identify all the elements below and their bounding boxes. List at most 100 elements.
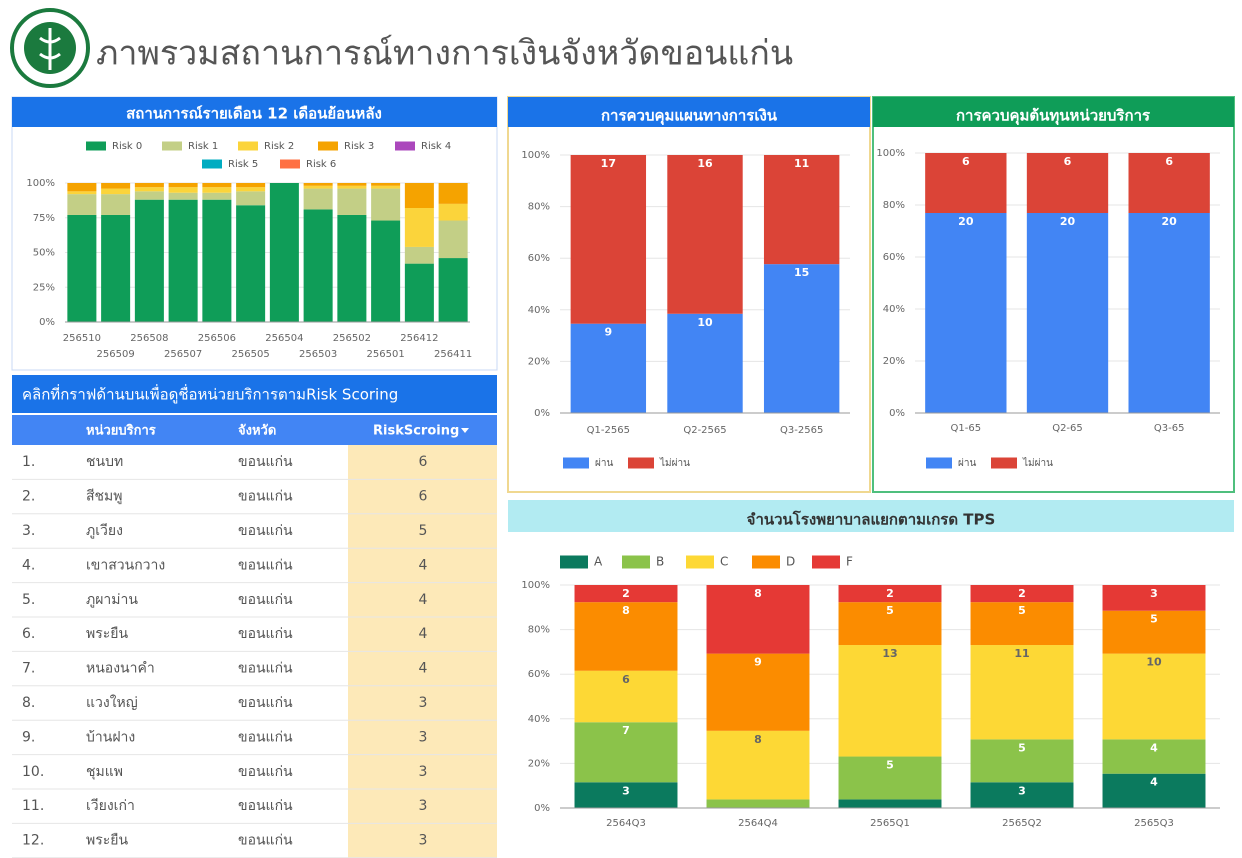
column-header[interactable]: หน่วยบริการ	[86, 424, 156, 439]
y-tick-label: 0%	[534, 803, 550, 814]
table-cell: 4	[419, 592, 428, 608]
table-cell: 4	[419, 626, 428, 642]
y-tick-label: 20%	[528, 758, 550, 769]
table-cell: บ้านฝาง	[86, 729, 135, 745]
x-tick-label: 256506	[198, 333, 236, 344]
bar-segment	[404, 208, 434, 247]
data-label: 9	[605, 326, 613, 339]
bar-segment	[574, 670, 678, 723]
table-cell: ชนบท	[86, 454, 123, 470]
panel-header	[508, 500, 1234, 532]
bar-segment	[101, 188, 131, 195]
column-header[interactable]: RiskScroing	[373, 424, 459, 439]
bar-segment	[706, 585, 810, 654]
bar-segment	[236, 205, 266, 322]
panel-title: การควบคุมแผนทางการเงิน	[601, 107, 778, 126]
bar-segment	[67, 194, 97, 215]
table-cell: ภูเวียง	[86, 523, 123, 539]
table-cell: 12.	[22, 833, 44, 849]
data-label: 9	[754, 656, 762, 669]
y-tick-label: 40%	[883, 304, 905, 315]
bar-segment	[438, 220, 468, 259]
bar-segment	[438, 203, 468, 221]
bar-segment	[970, 585, 1074, 603]
bar-segment	[763, 264, 840, 413]
x-tick-label: 256503	[299, 349, 337, 360]
column-header[interactable]: จังหวัด	[238, 424, 276, 439]
table-cell: ขอนแก่น	[238, 764, 293, 780]
data-label: 6	[622, 673, 630, 686]
bar-segment	[134, 199, 164, 322]
legend-label: Risk 4	[421, 141, 451, 152]
bar-segment	[1102, 610, 1206, 654]
bar-segment	[236, 183, 266, 188]
table-cell: แวงใหญ่	[86, 694, 138, 711]
bar-segment	[1128, 153, 1210, 213]
legend-swatch	[926, 457, 952, 469]
bar-segment	[303, 188, 333, 210]
table-cell: 6	[419, 489, 428, 505]
bar-segment	[236, 187, 266, 192]
bar-segment	[371, 220, 401, 322]
y-tick-label: 80%	[883, 200, 905, 211]
legend-label: Risk 3	[344, 141, 374, 152]
bar-segment	[168, 199, 198, 322]
legend-label: ผ่าน	[958, 458, 976, 469]
bar-segment	[134, 183, 164, 188]
bar-segment	[404, 246, 434, 264]
bar-segment	[134, 191, 164, 200]
bar-segment	[371, 185, 401, 189]
bar-segment	[574, 602, 678, 671]
table-cell: 4	[419, 661, 428, 677]
data-label: 10	[1146, 656, 1162, 669]
legend-label: D	[786, 555, 795, 569]
bar-segment	[337, 183, 367, 186]
table-header	[12, 415, 497, 445]
data-label: 5	[886, 604, 894, 617]
bar-segment	[1102, 739, 1206, 774]
y-tick-label: 20%	[883, 356, 905, 367]
legend-swatch	[563, 457, 589, 469]
bar-segment	[101, 183, 131, 189]
data-label: 16	[697, 157, 713, 170]
table-title-bar	[12, 375, 497, 413]
table-cell: 10.	[22, 764, 44, 780]
table-cell: เวียงเก่า	[86, 798, 135, 814]
x-tick-label: 256502	[333, 333, 371, 344]
sort-icon[interactable]	[461, 428, 469, 433]
data-label: 3	[1150, 587, 1158, 600]
bar-segment	[303, 209, 333, 322]
bar-segment	[303, 185, 333, 189]
panel-title: จำนวนโรงพยาบาลแยกตามเกรด TPS	[747, 510, 996, 529]
panel-title: การควบคุมต้นทุนหน่วยบริการ	[956, 107, 1151, 126]
x-tick-label: 2565Q1	[870, 818, 910, 829]
table-cell: ขอนแก่น	[238, 489, 293, 505]
bar-segment	[438, 183, 468, 204]
data-label: 10	[697, 316, 713, 329]
table-cell: ขอนแก่น	[238, 729, 293, 745]
legend-swatch	[752, 555, 780, 569]
bar-segment	[202, 187, 232, 193]
bar-segment	[570, 323, 647, 413]
legend-swatch	[202, 159, 222, 169]
y-tick-label: 80%	[528, 202, 550, 213]
x-tick-label: 256508	[130, 333, 168, 344]
table-cell: 8.	[22, 695, 35, 711]
legend-swatch	[686, 555, 714, 569]
table-title: คลิกที่กราฟด้านบนเพื่อดูชื่อหน่วยบริการต…	[22, 384, 398, 404]
page-title: ภาพรวมสถานการณ์ทางการเงินจังหวัดขอนแก่น	[96, 34, 793, 74]
bar-segment	[970, 602, 1074, 646]
x-tick-label: Q2-65	[1052, 423, 1083, 434]
y-tick-label: 0%	[534, 408, 550, 419]
y-tick-label: 60%	[528, 669, 550, 680]
bar-segment	[925, 153, 1007, 213]
y-tick-label: 80%	[528, 625, 550, 636]
data-label: 2	[886, 587, 894, 600]
data-label: 6	[962, 155, 970, 168]
y-tick-label: 0%	[39, 317, 55, 328]
table-cell: 3	[419, 695, 428, 711]
data-label: 7	[622, 724, 630, 737]
y-tick-label: 20%	[528, 356, 550, 367]
bar-segment	[706, 730, 810, 800]
bar-segment	[337, 214, 367, 322]
